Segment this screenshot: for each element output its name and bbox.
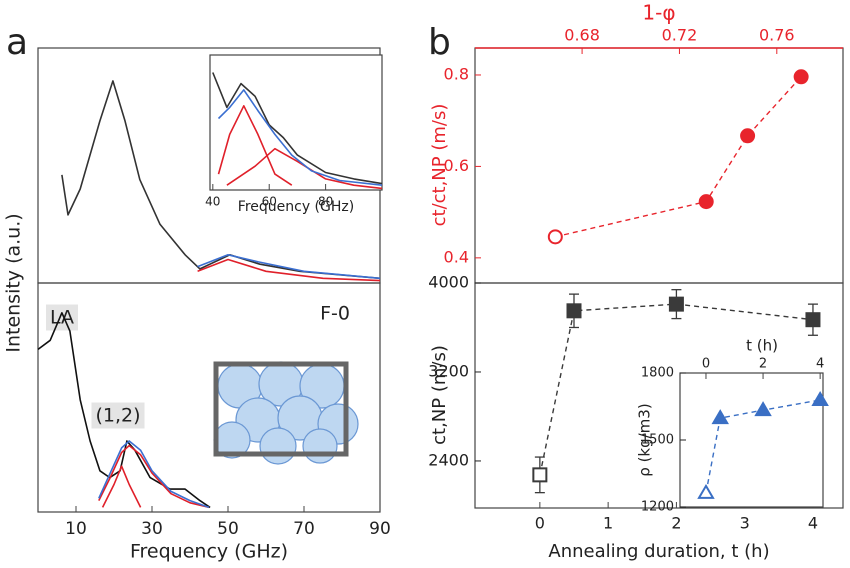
- x-tick-label: 3: [740, 514, 750, 533]
- x-tick-label: 1: [603, 514, 613, 533]
- data-point: [547, 229, 563, 245]
- x-tick-label: 80: [318, 195, 333, 209]
- x-tick-label: 0: [702, 356, 710, 371]
- x-axis-label: Annealing duration, t (h): [548, 541, 769, 562]
- y-axis-label: ct/ct,NP (m/s): [429, 104, 450, 227]
- y-tick-label: 1800: [641, 366, 674, 381]
- y-tick-label: 0.8: [444, 64, 469, 83]
- data-point: [740, 128, 756, 144]
- data-point: [697, 483, 715, 499]
- plot-frame: [474, 47, 844, 284]
- x-axis-label: t (h): [746, 337, 778, 355]
- x-tick-label: 40: [205, 195, 220, 209]
- x-tick-label: 4: [816, 356, 824, 371]
- x-tick-label: 70: [293, 519, 315, 539]
- y-tick-label: 3200: [428, 361, 469, 380]
- spectrum-line: [217, 89, 383, 186]
- plot-frame: [474, 282, 844, 509]
- x-tick-label: 60: [262, 195, 277, 209]
- y-tick-label: 2400: [428, 450, 469, 469]
- spectrum-line: [101, 465, 142, 508]
- y-tick-label: 1500: [641, 433, 674, 448]
- data-point: [793, 69, 809, 85]
- spectrum-line: [98, 444, 210, 509]
- annotation: LA: [50, 307, 74, 329]
- spectrum-line: [197, 254, 381, 280]
- y-axis-label: ct,NP (m/s): [429, 345, 450, 445]
- annotation: (1,2): [95, 405, 140, 427]
- connector-line: [539, 303, 814, 476]
- connector-line: [555, 76, 802, 238]
- annotation: F-0: [320, 303, 350, 325]
- nanoparticle-schematic: [213, 361, 359, 465]
- data-point: [668, 296, 684, 312]
- y-axis-label: ρ (kg/m3): [636, 403, 654, 476]
- x-tick-label: 90: [369, 519, 391, 539]
- spectrum-line: [217, 105, 293, 186]
- connector-line: [705, 399, 821, 494]
- y-tick-label: 4000: [428, 273, 469, 292]
- plot-frame: [209, 54, 383, 191]
- y-tick-label: 0.4: [444, 247, 469, 266]
- x2-axis-label: 1-φ: [642, 1, 675, 25]
- data-point: [805, 312, 821, 328]
- x-axis-label: Frequency (GHz): [130, 541, 288, 563]
- spectrum-line: [212, 72, 383, 185]
- y-tick-label: 1200: [641, 500, 674, 515]
- x-tick-label: 50: [217, 519, 239, 539]
- plot-frame: [679, 372, 824, 508]
- spectrum-line: [98, 440, 210, 509]
- x2-tick-label: 0.72: [662, 26, 698, 45]
- x2-tick-label: 0.76: [759, 26, 795, 45]
- spectrum-line: [226, 147, 383, 190]
- x-tick-label: 30: [141, 519, 163, 539]
- annotation-bg: [45, 304, 79, 331]
- data-point: [698, 194, 714, 210]
- x-axis-label: Frequency (GHz): [238, 199, 354, 215]
- data-point: [811, 391, 829, 407]
- data-point: [532, 467, 548, 483]
- spectrum-line: [61, 80, 381, 280]
- panel-label: a: [6, 22, 28, 63]
- data-point: [754, 401, 772, 417]
- annotation-bg: [91, 402, 145, 429]
- y-tick-label: 0.6: [444, 156, 469, 175]
- spectrum-line: [197, 258, 381, 282]
- y-axis-label: Intensity (a.u.): [3, 213, 25, 352]
- data-point: [711, 409, 729, 425]
- spectrum-line: [37, 312, 211, 509]
- x-tick-label: 0: [535, 514, 545, 533]
- data-point: [566, 303, 582, 319]
- x-tick-label: 2: [671, 514, 681, 533]
- x-tick-label: 2: [759, 356, 767, 371]
- panel-label: b: [428, 22, 451, 63]
- x2-tick-label: 0.68: [564, 26, 600, 45]
- x-tick-label: 4: [808, 514, 818, 533]
- x-tick-label: 10: [65, 519, 87, 539]
